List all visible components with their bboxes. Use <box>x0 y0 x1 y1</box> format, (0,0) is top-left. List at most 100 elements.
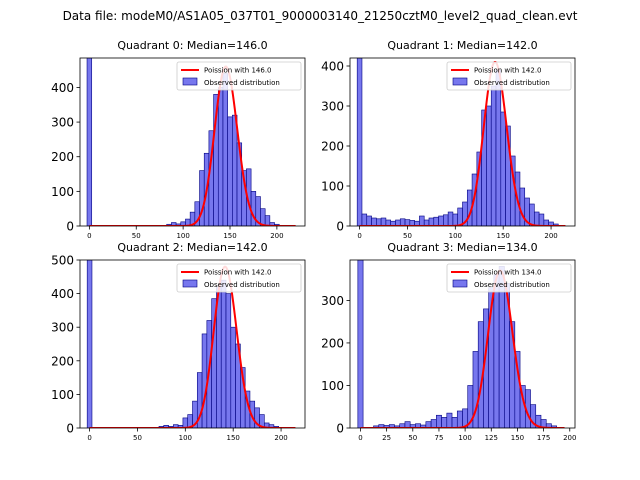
x-tick-label: 175 <box>537 434 550 442</box>
legend-box <box>446 61 572 91</box>
histogram-bar <box>436 414 442 428</box>
y-tick-label: 300 <box>51 321 74 335</box>
histogram-bar <box>419 215 425 226</box>
y-tick-label: 0 <box>336 422 344 436</box>
x-tick-label: 150 <box>223 232 236 240</box>
legend-curve-label: Poission with 134.0 <box>474 269 542 277</box>
legend: Poission with 142.0 Observed distribution <box>446 61 572 91</box>
y-tick-label: 300 <box>321 100 344 114</box>
axes-frame <box>79 57 306 227</box>
plot-area <box>357 260 565 428</box>
histogram-bar <box>220 279 227 428</box>
poisson-curve <box>89 65 296 226</box>
legend: Poission with 142.0 Observed distribution <box>176 263 302 293</box>
legend: Poission with 134.0 Observed distribution <box>446 263 572 293</box>
histogram-bar <box>230 326 236 428</box>
histogram-bar <box>371 217 377 226</box>
x-tick-label: 50 <box>403 232 412 240</box>
histogram-bar <box>201 333 208 428</box>
legend-bar-swatch <box>182 279 198 288</box>
histogram-bar <box>451 417 458 428</box>
legend-curve-label: Poission with 142.0 <box>204 269 272 277</box>
x-tick-label: 0 <box>87 232 91 240</box>
legend-curve-label: Poission with 142.0 <box>474 67 542 75</box>
histogram-bar <box>456 410 463 428</box>
x-tick-label: 100 <box>176 232 189 240</box>
poisson-curve <box>360 269 565 428</box>
y-tick-label: 200 <box>51 150 74 164</box>
histogram-bar <box>428 217 435 226</box>
plot-area <box>356 58 566 226</box>
legend-box <box>176 61 302 91</box>
histogram-bar <box>222 73 228 226</box>
histogram-bar <box>264 215 271 226</box>
legend-bar-swatch <box>452 279 468 288</box>
histogram-bar <box>486 105 492 226</box>
histogram-bar <box>361 213 368 226</box>
histogram-bar <box>86 260 93 428</box>
histogram-bar <box>534 211 540 226</box>
histogram-bar <box>529 203 535 226</box>
histogram-bar <box>399 218 406 226</box>
histogram-bar <box>376 218 382 226</box>
x-tick-label: 50 <box>408 434 417 442</box>
x-tick-label: 100 <box>179 434 192 442</box>
histogram-bar <box>217 87 224 226</box>
legend-bar-label: Observed distribution <box>204 281 280 289</box>
histogram-bar <box>227 116 233 226</box>
x-tick-label: 150 <box>227 434 240 442</box>
histogram-bar <box>356 58 363 226</box>
histogram-bar <box>366 215 372 226</box>
histogram-bar <box>500 111 506 226</box>
y-tick-label: 200 <box>321 140 344 154</box>
x-tick-label: 200 <box>270 232 283 240</box>
y-tick-label: 400 <box>321 60 344 74</box>
y-tick-label: 100 <box>321 180 344 194</box>
x-tick-label: 150 <box>511 434 524 442</box>
axes-frame <box>79 259 306 429</box>
histogram-bar <box>86 58 93 226</box>
x-tick-label: 0 <box>87 434 91 442</box>
x-tick-label: 150 <box>497 232 510 240</box>
x-tick-label: 200 <box>544 232 557 240</box>
histogram-bar <box>182 417 189 428</box>
panel-title: Quadrant 0: Median=146.0 <box>117 39 267 52</box>
histogram-bar <box>430 419 437 428</box>
y-tick-label: 400 <box>51 81 74 95</box>
legend-bar-swatch <box>182 77 198 86</box>
x-tick-label: 200 <box>563 434 576 442</box>
figure-suptitle: Data file: modeM0/AS1A05_037T01_90000031… <box>63 9 578 23</box>
x-tick-label: 0 <box>358 434 362 442</box>
panel-title: Quadrant 3: Median=134.0 <box>387 241 537 254</box>
y-tick-label: 200 <box>321 336 344 350</box>
histogram-bar <box>433 216 439 226</box>
poisson-curve <box>89 265 296 428</box>
panel-0: Quadrant 0: Median=146.0 0 50 100 150 200 0 100… <box>51 39 306 240</box>
y-tick-label: 0 <box>336 220 344 234</box>
y-tick-label: 100 <box>51 388 74 402</box>
x-tick-label: 50 <box>133 434 142 442</box>
panel-title: Quadrant 2: Median=142.0 <box>117 241 267 254</box>
legend-bar-label: Observed distribution <box>204 79 280 87</box>
poisson-curve <box>359 61 566 226</box>
histogram-bar <box>357 260 364 428</box>
y-tick-label: 0 <box>66 220 74 234</box>
legend-bar-label: Observed distribution <box>474 79 550 87</box>
plot-area <box>86 58 296 226</box>
histogram-bar <box>250 191 257 226</box>
y-tick-label: 500 <box>51 254 74 268</box>
histogram-bar <box>493 274 500 428</box>
panel-2: Quadrant 2: Median=142.0 0 50 100 150 200 0 100… <box>51 241 306 442</box>
histogram-bar <box>519 187 526 226</box>
legend-curve-label: Poission with 146.0 <box>204 67 272 75</box>
x-tick-label: 75 <box>434 434 443 442</box>
histogram-bar <box>225 293 232 428</box>
y-tick-label: 100 <box>321 379 344 393</box>
x-tick-label: 0 <box>357 232 361 240</box>
x-tick-label: 100 <box>449 232 462 240</box>
y-tick-label: 300 <box>321 294 344 308</box>
axes-frame <box>349 259 576 429</box>
plot-area <box>86 260 296 428</box>
histogram-bar <box>446 412 453 428</box>
histogram-bar <box>538 213 545 226</box>
